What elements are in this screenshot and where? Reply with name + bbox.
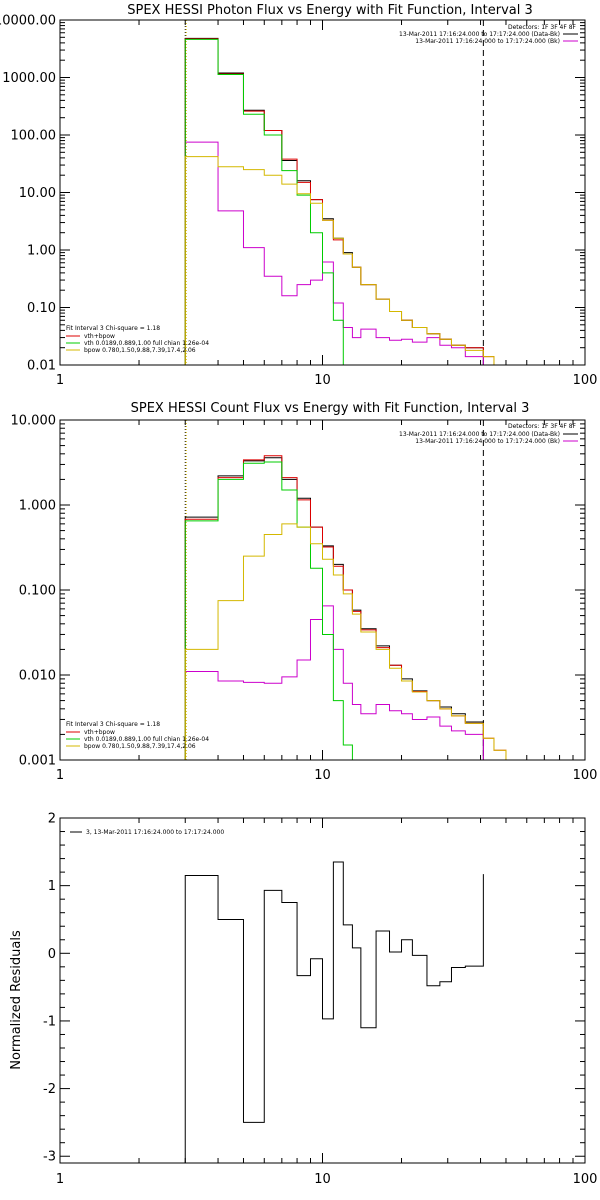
data-series: [184, 38, 507, 365]
chart-title: SPEX HESSI Photon Flux vs Energy with Fi…: [127, 3, 533, 18]
legend-left-entry: bpow 0.780,1.50,9.88,7.39,17.4,2.06: [84, 743, 196, 750]
y-tick-label: 100.00: [11, 129, 57, 144]
detectors-label: Detectors: 1F 3F 4F 8F: [508, 24, 577, 31]
fit-interval-label: Fit Interval 3 Chi-square = 1.18: [66, 325, 160, 332]
chart-title: SPEX HESSI Count Flux vs Energy with Fit…: [131, 401, 530, 416]
y-tick-label: -2: [43, 1082, 56, 1097]
legend-right-entry: 13-Mar-2011 17:16:24.000 to 17:17:24.000…: [399, 31, 560, 38]
plot-area: 1 10 100 0.001 0.010 0.100 1.000 10.000: [11, 414, 598, 784]
data-series: [184, 605, 484, 760]
legend-left-entry: vth 0.0189,0.889,1.00 full chian 1.26e-0…: [84, 736, 209, 743]
legend-left-entry: vth 0.0189,0.889,1.00 full chian 1.26e-0…: [84, 340, 209, 347]
x-tick-label: 1: [56, 373, 64, 388]
x-tick-label: 10: [314, 373, 331, 388]
legend-left: Fit Interval 3 Chi-square = 1.18 vth+bpo…: [66, 325, 209, 354]
data-series: [184, 455, 518, 760]
plot-area: 1 10 100 0.01 0.10 1.00 10.00 100.00 1000.00 1000…: [0, 14, 598, 389]
y-tick-label: 0.10: [27, 301, 56, 316]
data-series: [184, 457, 484, 760]
x-tick-label: 10: [314, 1172, 331, 1187]
data-series: [184, 141, 484, 365]
y-tick-label: 0.001: [19, 754, 56, 769]
legend-left-entry: 3, 13-Mar-2011 17:16:24.000 to 17:17:24.…: [86, 829, 224, 836]
data-series: [184, 861, 484, 1163]
legend-right: 13-Mar-2011 17:16:24.000 to 17:17:24.000…: [399, 431, 578, 445]
plot-frame: [59, 19, 586, 366]
legend-right-entry: 13-Mar-2011 17:16:24.000 to 17:17:24.000…: [399, 431, 560, 438]
legend-left-entry: vth+bpow: [84, 333, 115, 340]
detectors-label: Detectors: 1F 3F 4F 8F: [508, 423, 577, 430]
y-axis-label: Normalized Residuals: [9, 930, 24, 1070]
y-tick-label: 1.000: [19, 499, 56, 514]
data-series: [184, 523, 518, 760]
plot-frame: [59, 817, 586, 1164]
x-tick-label: 100: [573, 1172, 598, 1187]
y-tick-label: 1.00: [27, 244, 56, 259]
x-tick-label: 1: [56, 1172, 64, 1187]
y-tick-label: 1000.00: [2, 71, 56, 86]
legend-right: 13-Mar-2011 17:16:24.000 to 17:17:24.000…: [399, 31, 578, 45]
y-tick-label: 0.100: [19, 584, 56, 599]
x-tick-label: 1: [56, 768, 64, 783]
y-tick-label: 0.010: [19, 669, 56, 684]
y-tick-label: 0: [48, 947, 56, 962]
y-tick-label: 10.000: [11, 414, 57, 429]
y-tick-label: 2: [48, 812, 56, 827]
data-series: [184, 38, 353, 365]
count-flux-panel: SPEX HESSI Count Flux vs Energy with Fit…: [11, 401, 598, 784]
data-series: [184, 156, 507, 365]
legend-left: Fit Interval 3 Chi-square = 1.18 vth+bpo…: [66, 721, 209, 750]
legend-left-entry: vth+bpow: [84, 729, 115, 736]
y-tick-label: -3: [43, 1150, 56, 1165]
legend-right-entry: 13-Mar-2011 17:16:24.000 to 17:17:24.000…: [415, 38, 560, 45]
x-tick-label: 100: [573, 768, 598, 783]
photon-flux-panel: SPEX HESSI Photon Flux vs Energy with Fi…: [0, 3, 598, 389]
plot-area: 1 10 100 -3 -2 -1 0 1 2: [43, 812, 597, 1188]
x-tick-label: 10: [314, 768, 331, 783]
data-series: [184, 461, 353, 760]
fit-interval-label: Fit Interval 3 Chi-square = 1.18: [66, 721, 160, 728]
y-tick-label: 0.01: [27, 359, 56, 374]
residuals-panel: 1 10 100 -3 -2 -1 0 1 2 Normalized Residuals 3, …: [9, 812, 597, 1188]
y-tick-label: 10.00: [19, 186, 56, 201]
y-tick-label: 1: [48, 879, 56, 894]
plot-frame: [59, 419, 586, 761]
legend-right-entry: 13-Mar-2011 17:16:24.000 to 17:17:24.000…: [415, 438, 560, 445]
legend-left: 3, 13-Mar-2011 17:16:24.000 to 17:17:24.…: [70, 829, 224, 836]
y-tick-label: 10000.00: [0, 14, 56, 29]
legend-left-entry: bpow 0.780,1.50,9.88,7.39,17.4,2.06: [84, 347, 196, 354]
x-tick-label: 100: [573, 373, 598, 388]
y-tick-label: -1: [43, 1014, 56, 1029]
